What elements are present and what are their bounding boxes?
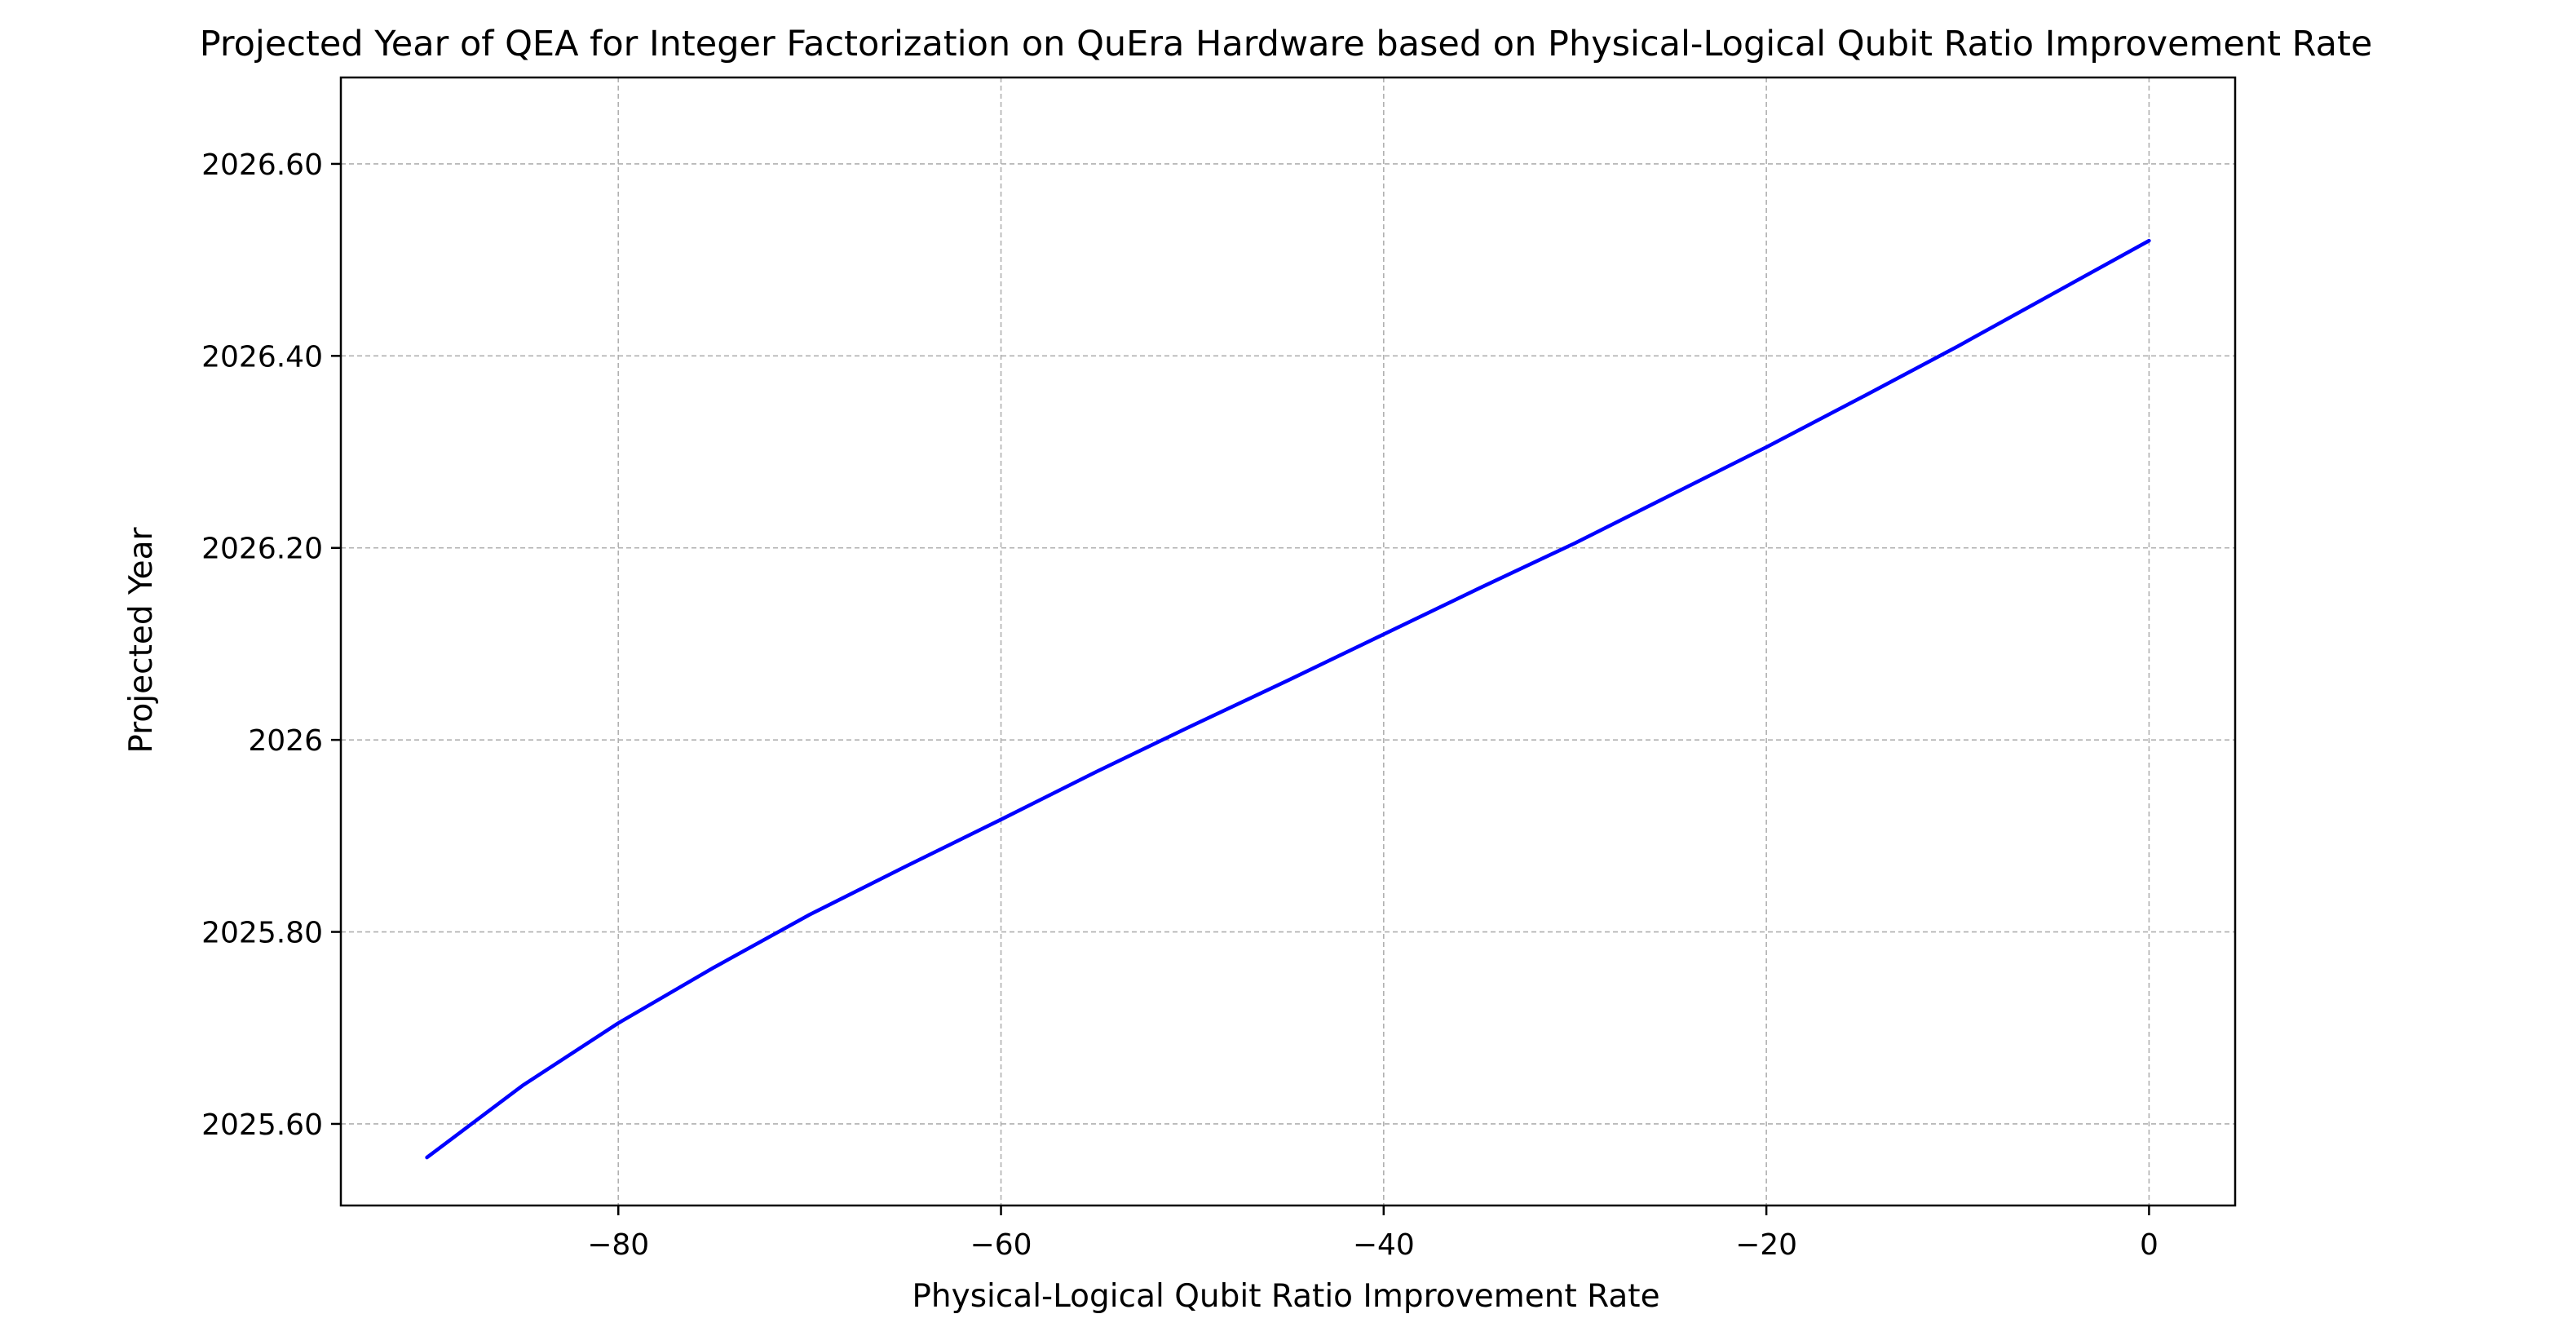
plot-frame (339, 76, 2237, 1207)
x-tick-label: −40 (1353, 1228, 1415, 1262)
grid-lines (341, 77, 2235, 1205)
y-tick-label: 2026.20 (201, 533, 323, 566)
y-axis-title: Projected Year (123, 526, 160, 753)
x-tick-label: −60 (970, 1228, 1032, 1262)
x-tick-label: −80 (587, 1228, 649, 1262)
chart-title: Projected Year of QEA for Integer Factor… (200, 24, 2373, 64)
x-tick-label: −20 (1735, 1228, 1797, 1262)
y-tick-label: 2026 (248, 724, 323, 758)
y-tick-label: 2025.60 (201, 1108, 323, 1142)
y-tick-label: 2025.80 (201, 917, 323, 950)
y-axis: 2025.60 2025.80 2026 2026.20 2026.40 2026.60 (201, 148, 341, 1142)
x-axis-title: Physical-Logical Qubit Ratio Improvement… (912, 1278, 1659, 1315)
y-tick-label: 2026.60 (201, 148, 323, 182)
x-tick-label: 0 (2140, 1228, 2158, 1262)
y-tick-label: 2026.40 (201, 340, 323, 374)
series-layer (425, 238, 2151, 1160)
series-line (425, 238, 2151, 1160)
x-axis: −80 −60 −40 −20 0 (587, 1205, 2158, 1262)
